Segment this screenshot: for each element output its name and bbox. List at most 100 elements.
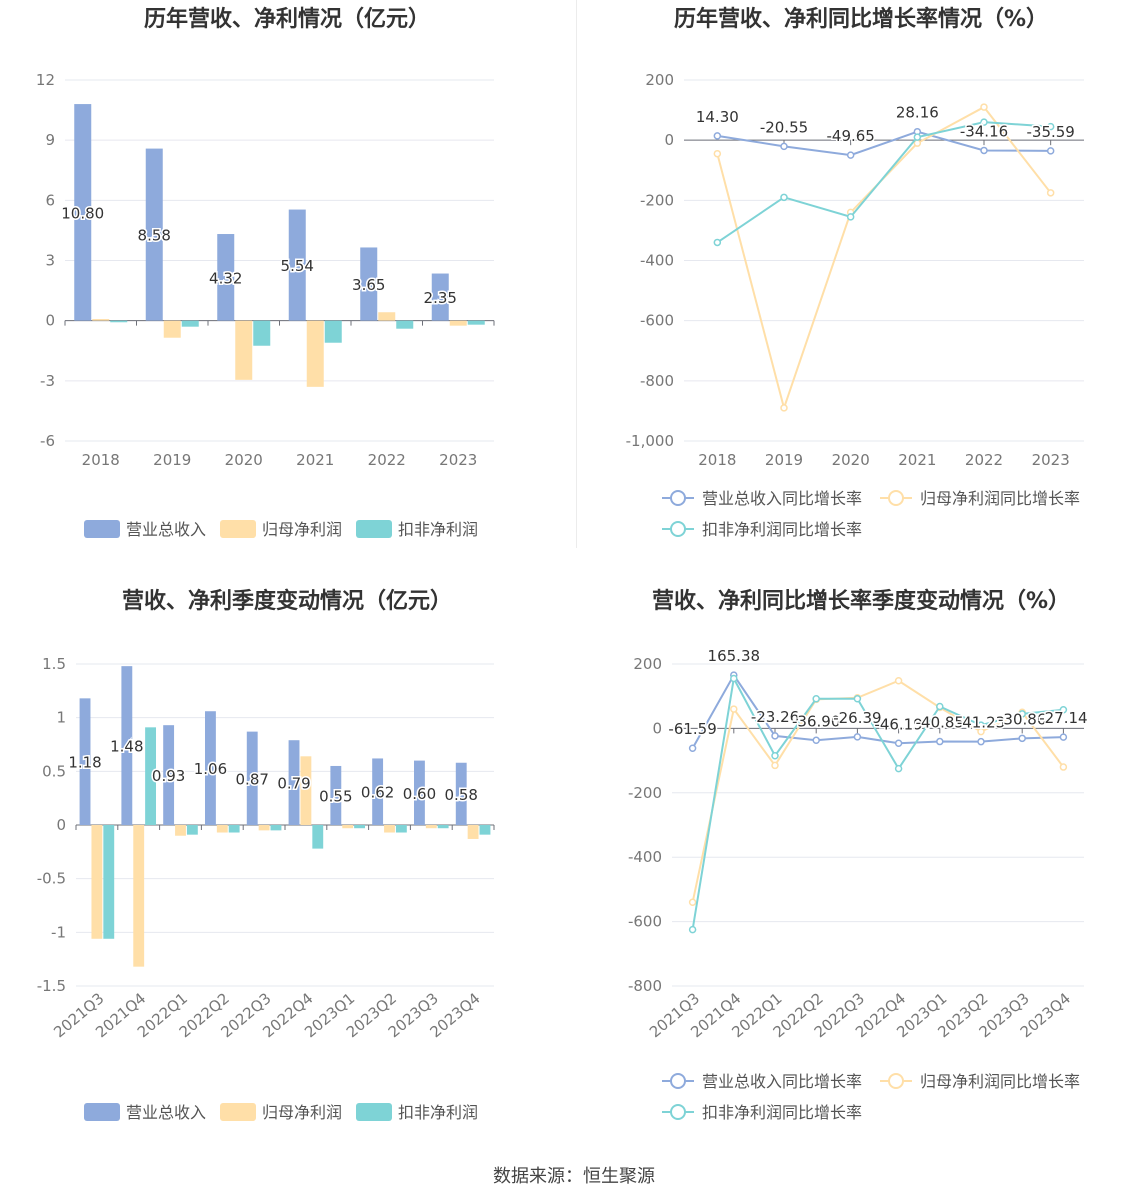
x-tick-label: 2023 — [439, 451, 477, 469]
point-value-label: -27.14 — [1039, 709, 1087, 727]
bar-series-0 — [288, 740, 300, 825]
point-series-1 — [780, 404, 788, 412]
line-series-2 — [691, 675, 1064, 930]
point-series-0 — [812, 736, 820, 745]
point-value-label: -49.65 — [826, 127, 874, 145]
bar-series-1 — [92, 319, 110, 321]
bar-value-label: 4.32 — [209, 269, 242, 287]
y-tick-label: 12 — [36, 71, 55, 89]
legend-swatch-marker — [670, 490, 686, 506]
point-series-1 — [771, 761, 779, 770]
point-series-2 — [913, 133, 922, 141]
bar-series-1 — [163, 320, 181, 338]
bar-series-1 — [258, 825, 270, 831]
point-series-0 — [771, 732, 779, 740]
legend-swatch-marker — [670, 1104, 686, 1120]
point-series-1 — [894, 676, 903, 685]
y-tick-label: 3 — [45, 252, 55, 270]
chart-title: 营收、净利同比增长率季度变动情况（%） — [652, 588, 1070, 614]
y-tick-label: 0 — [45, 312, 55, 330]
x-tick-label: 2020 — [225, 451, 263, 469]
bar-series-1 — [216, 825, 228, 833]
bar-series-2 — [103, 825, 115, 939]
point-series-2 — [846, 213, 855, 221]
bar-series-0 — [217, 234, 235, 321]
legend-swatch — [220, 1103, 256, 1121]
legend-label: 扣非净利润 — [398, 1103, 478, 1122]
bar-series-1 — [91, 825, 103, 939]
point-series-0 — [894, 739, 903, 748]
line-series-1 — [716, 105, 1052, 412]
panel-annual-growth-rate: 历年营收、净利同比增长率情况（%） 200 0 -200 -400 -600 -800 -1,… — [574, 0, 1148, 580]
point-value-label: -40.85 — [916, 714, 964, 732]
bar-series-2 — [437, 825, 449, 829]
point-value-label: -36.90 — [792, 712, 840, 730]
bar-series-2 — [110, 320, 128, 323]
point-series-1 — [1059, 763, 1068, 771]
point-series-2 — [894, 764, 903, 773]
point-value-label: -30.86 — [998, 710, 1046, 728]
legend-swatch-marker — [888, 490, 904, 506]
legend-swatch — [356, 520, 392, 538]
bar-value-label: 3.65 — [352, 276, 385, 294]
y-tick-label: 0.5 — [42, 762, 66, 780]
bar-series-2 — [181, 320, 199, 327]
point-series-2 — [771, 752, 779, 760]
bar-series-0 — [360, 247, 378, 321]
point-series-2 — [977, 721, 985, 729]
x-tick-label: 2021 — [296, 451, 334, 469]
legend-swatch — [84, 1103, 120, 1121]
point-value-label: -20.55 — [760, 118, 808, 136]
legend-label: 扣非净利润同比增长率 — [702, 1103, 862, 1122]
point-value-label: 28.16 — [896, 104, 939, 122]
legend-label: 营业总收入 — [126, 520, 206, 539]
point-series-0 — [936, 737, 944, 746]
point-value-label: -26.39 — [833, 709, 881, 727]
point-series-0 — [780, 142, 788, 151]
point-series-1 — [980, 103, 988, 111]
bar-series-1 — [425, 825, 437, 829]
legend-swatch — [84, 520, 120, 538]
y-tick-label: -0.5 — [37, 870, 66, 888]
bar-value-label: 5.54 — [281, 257, 314, 275]
bar-series-2 — [395, 825, 407, 833]
point-series-1 — [713, 149, 722, 158]
legend-label: 扣非净利润 — [398, 520, 478, 539]
y-tick-label: -800 — [628, 977, 662, 995]
bar-series-1 — [175, 825, 186, 836]
bar-series-1 — [300, 756, 312, 825]
x-tick-label: 2022 — [965, 451, 1003, 469]
point-series-0 — [853, 733, 862, 741]
legend-label: 归母净利润 — [262, 520, 342, 539]
point-series-0 — [846, 151, 855, 159]
bar-series-0 — [372, 758, 384, 825]
x-tick-label: 2020 — [832, 451, 870, 469]
line-series-2 — [716, 121, 1051, 244]
point-series-2 — [1059, 705, 1068, 714]
point-value-label: -61.59 — [668, 720, 716, 738]
point-value-label: 165.38 — [708, 647, 761, 665]
point-series-2 — [980, 118, 988, 126]
legend-swatch-marker — [888, 1073, 904, 1089]
point-series-0 — [1046, 147, 1055, 155]
point-value-label: -34.16 — [960, 122, 1008, 140]
bar-value-label: 0.93 — [152, 767, 185, 785]
bar-series-0 — [163, 725, 175, 825]
y-tick-label: -200 — [628, 784, 662, 802]
bar-series-2 — [228, 825, 240, 833]
bar-value-label: 8.58 — [138, 227, 171, 245]
point-value-label: -41.23 — [957, 714, 1005, 732]
panel-quarterly-revenue-profit: 营收、净利季度变动情况（亿元） 1.5 1 0.5 0 -0.5 -1 -1.5 2021Q3 2… — [0, 580, 574, 1150]
y-tick-label: 1 — [56, 709, 66, 727]
y-tick-label: -600 — [628, 913, 662, 931]
legend-label: 扣非净利润同比增长率 — [702, 520, 862, 539]
bar-series-1 — [133, 825, 145, 967]
point-value-label: -23.26 — [751, 708, 799, 726]
y-tick-label: -600 — [640, 312, 674, 330]
point-series-1 — [730, 705, 738, 713]
y-tick-label: -400 — [628, 848, 662, 866]
point-series-2 — [1046, 122, 1055, 131]
bar-series-0 — [455, 762, 467, 825]
bar-series-1 — [342, 825, 354, 829]
bar-series-2 — [354, 825, 366, 829]
